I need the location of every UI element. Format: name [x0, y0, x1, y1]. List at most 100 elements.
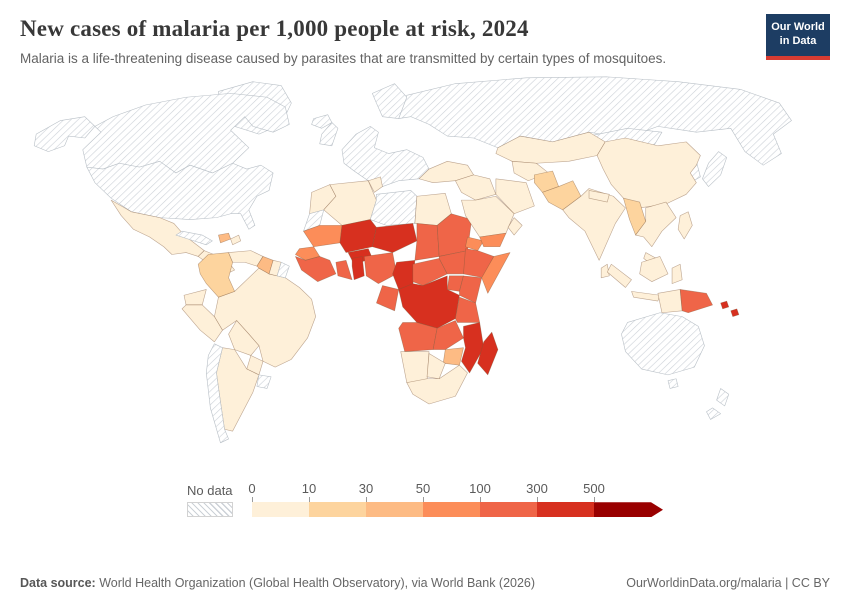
country-angola[interactable] [398, 322, 438, 353]
country-levant-iraq[interactable] [455, 174, 497, 201]
no-data-swatch[interactable] [187, 502, 233, 518]
country-togo-benin[interactable] [351, 256, 365, 281]
country-namibia[interactable] [400, 351, 430, 384]
country-solomon-islands[interactable] [720, 301, 740, 318]
country-nepal[interactable] [588, 190, 610, 203]
country-australia[interactable] [621, 312, 705, 376]
legend-bin-10-30[interactable] [309, 502, 366, 518]
country-nigeria[interactable] [363, 252, 397, 285]
country-chad[interactable] [414, 223, 440, 261]
legend-tick [252, 497, 253, 503]
country-ecuador[interactable] [183, 289, 207, 306]
country-indochina[interactable] [635, 202, 677, 248]
country-ghana[interactable] [335, 260, 353, 281]
page-subtitle: Malaria is a life-threatening disease ca… [20, 51, 667, 66]
legend-tick-label: 50 [415, 481, 431, 497]
country-iceland[interactable] [311, 114, 333, 129]
country-sri-lanka[interactable] [600, 264, 610, 279]
legend-bin-500-plus[interactable] [594, 502, 663, 517]
country-congo-gabon[interactable] [376, 285, 399, 312]
legend-tick [309, 497, 310, 503]
legend-tick-label: 500 [583, 481, 605, 497]
legend-tick-label: 10 [301, 481, 317, 497]
legend-tick-label: 30 [358, 481, 374, 497]
country-french-guiana[interactable] [276, 262, 290, 279]
country-saudi-arabia[interactable] [461, 196, 515, 238]
country-papua-new-guinea[interactable] [679, 289, 713, 314]
country-cuba[interactable] [175, 231, 213, 246]
country-madagascar[interactable] [477, 332, 499, 376]
legend-color-bar [252, 502, 663, 518]
country-alaska[interactable] [33, 116, 96, 153]
legend-bin-0-10[interactable] [252, 502, 309, 518]
country-india[interactable] [562, 188, 626, 261]
country-iran[interactable] [495, 178, 535, 215]
country-oman[interactable] [507, 217, 523, 236]
country-mozambique-malawi[interactable] [461, 322, 485, 374]
country-dominican-republic[interactable] [230, 235, 242, 246]
country-guinea-coast[interactable] [295, 256, 337, 283]
country-philippines[interactable] [677, 211, 693, 240]
legend-bin-30-50[interactable] [366, 502, 423, 518]
data-source: Data source: World Health Organization (… [20, 576, 535, 590]
country-yemen[interactable] [479, 233, 507, 248]
logo-line1: Our World [771, 21, 825, 34]
legend-tick-label: 300 [526, 481, 548, 497]
country-central-african-republic[interactable] [412, 258, 448, 287]
country-zimbabwe[interactable] [442, 347, 464, 366]
legend-scale: 0 10 30 50 100 300 500 [248, 480, 672, 518]
country-south-africa[interactable] [406, 365, 468, 405]
country-colombia[interactable] [197, 252, 235, 298]
country-libya[interactable] [370, 190, 418, 226]
country-indonesia-sumatra[interactable] [606, 264, 632, 289]
country-united-states[interactable] [86, 161, 274, 230]
legend-tick [366, 497, 367, 503]
country-peru[interactable] [181, 304, 223, 343]
country-russia[interactable] [398, 76, 792, 166]
logo-line2: in Data [779, 35, 817, 47]
country-uruguay[interactable] [256, 374, 272, 389]
footer-link[interactable]: OurWorldinData.org/malaria | CC BY [626, 576, 830, 590]
country-guyana[interactable] [256, 256, 274, 275]
chart-footer: Data source: World Health Organization (… [20, 576, 830, 590]
country-indonesia-papua[interactable] [657, 289, 683, 314]
legend-tick [594, 497, 595, 503]
country-algeria[interactable] [323, 180, 377, 226]
country-south-sudan[interactable] [438, 250, 468, 275]
country-dr-congo[interactable] [398, 275, 460, 329]
country-chile[interactable] [205, 343, 229, 444]
country-mali[interactable] [339, 219, 377, 254]
no-data-label: No data [187, 483, 233, 499]
country-botswana[interactable] [426, 353, 446, 380]
country-indonesia-java[interactable] [631, 291, 661, 302]
owid-logo[interactable]: Our World in Data [766, 14, 830, 60]
country-zambia[interactable] [432, 320, 464, 351]
map-legend: No data 0 10 30 50 100 300 500 [20, 477, 830, 518]
country-indonesia-borneo[interactable] [639, 256, 669, 283]
legend-tick-label: 0 [248, 481, 256, 497]
legend-tick [480, 497, 481, 503]
country-japan[interactable] [702, 151, 728, 188]
country-venezuela[interactable] [228, 250, 264, 267]
legend-tick-label: 100 [469, 481, 491, 497]
country-tanzania[interactable] [455, 297, 480, 323]
legend-bin-100-300[interactable] [480, 502, 537, 518]
legend-bin-300-500[interactable] [537, 502, 594, 518]
country-indonesia-sulawesi[interactable] [671, 264, 683, 285]
legend-bin-50-100[interactable] [423, 502, 480, 518]
country-haiti[interactable] [218, 233, 231, 244]
country-europe[interactable] [341, 126, 430, 188]
country-kenya[interactable] [459, 275, 483, 304]
country-somalia[interactable] [481, 252, 511, 294]
country-tasmania[interactable] [667, 378, 679, 389]
country-china[interactable] [596, 137, 701, 209]
data-source-text: World Health Organization (Global Health… [95, 576, 536, 590]
country-tunisia[interactable] [367, 176, 383, 193]
country-niger[interactable] [372, 223, 418, 254]
country-united-kingdom[interactable] [319, 122, 339, 147]
country-new-zealand[interactable] [706, 388, 730, 421]
country-scandinavia[interactable] [372, 83, 408, 120]
country-sudan[interactable] [436, 213, 472, 257]
legend-tick [423, 497, 424, 503]
